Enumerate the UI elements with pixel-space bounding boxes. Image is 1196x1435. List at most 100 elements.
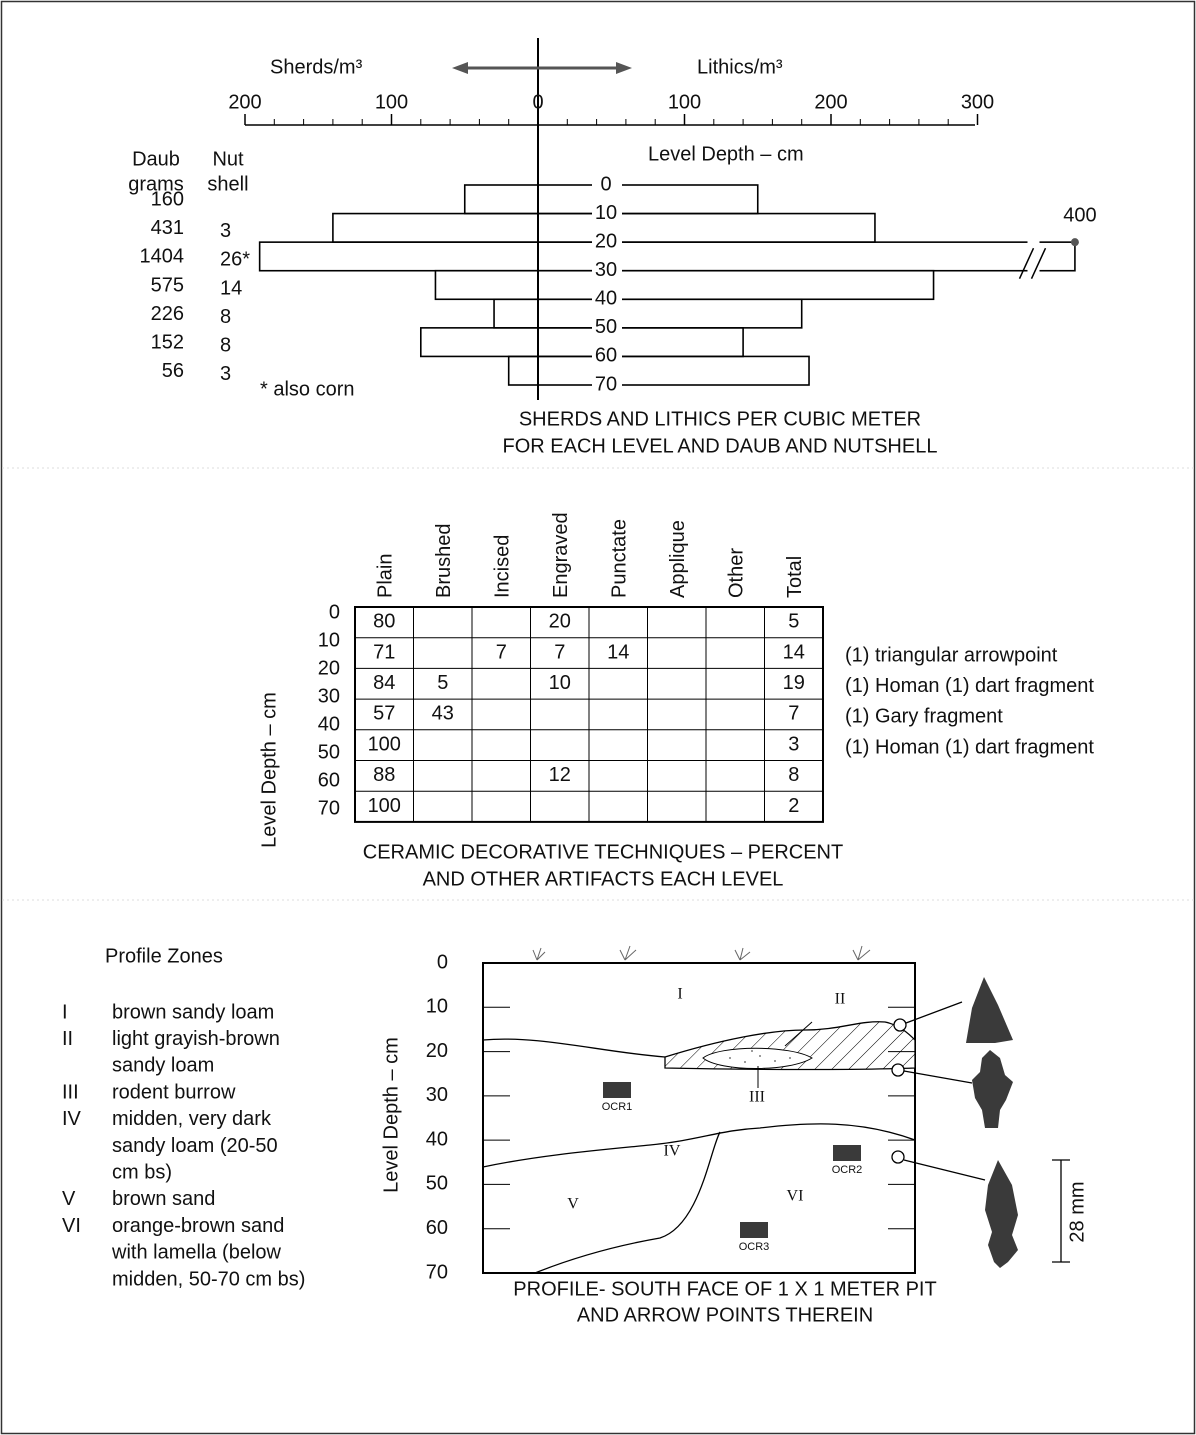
x-tick-label: 100 — [668, 91, 701, 113]
column-header: Engraved — [550, 512, 572, 598]
level-label: 10 — [318, 629, 340, 651]
daub-value: 575 — [151, 274, 184, 296]
legend-label: Lithics/m³ — [697, 56, 783, 78]
cell-value: 10 — [549, 672, 571, 694]
table-caption: CERAMIC DECORATIVE TECHNIQUES – PERCENT — [363, 841, 843, 863]
column-header: Incised — [492, 535, 514, 598]
zone-id: V — [62, 1188, 76, 1210]
zone-description: midden, 50-70 cm bs) — [112, 1268, 305, 1290]
daub-value: 226 — [151, 303, 184, 325]
zone-description: brown sandy loam — [112, 1001, 274, 1023]
depth-label: 70 — [426, 1261, 448, 1283]
arrow-points — [966, 977, 1018, 1268]
level-label: 20 — [318, 657, 340, 679]
bar — [538, 328, 743, 357]
bar — [260, 242, 538, 271]
cell-value: 7 — [496, 641, 507, 663]
cell-value: 7 — [788, 703, 799, 725]
y-tick-label: 70 — [595, 373, 617, 395]
y-tick-label: 10 — [595, 202, 617, 224]
nutshell-value: 3 — [220, 220, 231, 242]
y-tick-label: 20 — [595, 230, 617, 252]
cell-value: 14 — [607, 641, 629, 663]
x-tick-label: 0 — [532, 91, 543, 113]
column-header: Other — [726, 548, 748, 598]
y-tick-label: 50 — [595, 316, 617, 338]
cell-value: 19 — [783, 672, 805, 694]
cell-value: 5 — [437, 672, 448, 694]
zone-label: III — [749, 1089, 765, 1106]
sample-label: OCR2 — [832, 1164, 863, 1176]
daub-value: 56 — [162, 360, 184, 382]
artifact-note: (1) triangular arrowpoint — [845, 644, 1058, 666]
level-label: 70 — [318, 797, 340, 819]
zone-label: II — [835, 991, 846, 1008]
bar — [435, 271, 538, 300]
level-label: 30 — [318, 685, 340, 707]
sample-label: OCR3 — [739, 1241, 770, 1253]
cell-value: 57 — [373, 703, 395, 725]
bar — [465, 185, 538, 214]
y-tick-label: 40 — [595, 288, 617, 310]
grass-tufts — [533, 946, 870, 960]
bar — [333, 214, 538, 243]
zone-label: I — [677, 986, 682, 1003]
cell-value: 8 — [788, 764, 799, 786]
sample-marker — [603, 1082, 631, 1098]
nutshell-value: 3 — [220, 363, 231, 385]
depth-label: 20 — [426, 1040, 448, 1062]
nutshell-value: 14 — [220, 277, 242, 299]
daub-value: 431 — [151, 217, 184, 239]
cell-value: 80 — [373, 611, 395, 633]
nutshell-value: 8 — [220, 334, 231, 356]
profile-caption: PROFILE- SOUTH FACE OF 1 X 1 METER PIT — [513, 1278, 936, 1300]
bar — [538, 214, 875, 243]
y-tick-label: 30 — [595, 259, 617, 281]
zone-description: sandy loam (20-50 — [112, 1135, 278, 1157]
cell-value: 100 — [368, 733, 401, 755]
depth-label: 60 — [426, 1217, 448, 1239]
table-caption: AND OTHER ARTIFACTS EACH LEVEL — [423, 868, 784, 890]
zone-label: IV — [664, 1143, 681, 1160]
zone-id: IV — [62, 1108, 82, 1130]
cell-value: 88 — [373, 764, 395, 786]
break-dot — [1071, 238, 1079, 246]
bar — [421, 328, 538, 357]
sample-label: OCR1 — [602, 1101, 633, 1113]
artifact-note: (1) Homan (1) dart fragment — [845, 675, 1094, 697]
x-tick-label: 100 — [375, 91, 408, 113]
zone-description: midden, very dark — [112, 1108, 272, 1130]
zone-id: II — [62, 1028, 73, 1050]
zone-id: VI — [62, 1215, 81, 1237]
column-header: Plain — [375, 554, 397, 598]
cell-value: 43 — [432, 703, 454, 725]
column-header: shell — [207, 173, 248, 195]
cell-value: 7 — [554, 641, 565, 663]
axis-label: Level Depth – cm — [380, 1037, 402, 1193]
cell-value: 100 — [368, 795, 401, 817]
bar — [494, 299, 538, 328]
column-header: Total — [784, 556, 806, 598]
artifact-note: (1) Homan (1) dart fragment — [845, 736, 1094, 758]
cell-value: 71 — [373, 641, 395, 663]
zone-label: VI — [787, 1188, 804, 1205]
depth-label: 50 — [426, 1173, 448, 1195]
level-label: 0 — [329, 601, 340, 623]
x-tick-label: 300 — [961, 91, 994, 113]
level-label: 50 — [318, 741, 340, 763]
x-tick-label: 200 — [814, 91, 847, 113]
cell-value: 84 — [373, 672, 395, 694]
x-tick-label: 200 — [228, 91, 261, 113]
column-header: Applique — [667, 520, 689, 598]
column-header: Brushed — [433, 524, 455, 599]
legend-title: Profile Zones — [105, 945, 223, 967]
y-tick-label: 60 — [595, 345, 617, 367]
zone-id: I — [62, 1001, 68, 1023]
zone-description: cm bs) — [112, 1161, 172, 1183]
zone-id: III — [62, 1081, 79, 1103]
cell-value: 14 — [783, 641, 805, 663]
artifact-note: (1) Gary fragment — [845, 706, 1003, 728]
cell-value: 12 — [549, 764, 571, 786]
cell-value: 2 — [788, 795, 799, 817]
nutshell-value: 26* — [220, 249, 250, 271]
